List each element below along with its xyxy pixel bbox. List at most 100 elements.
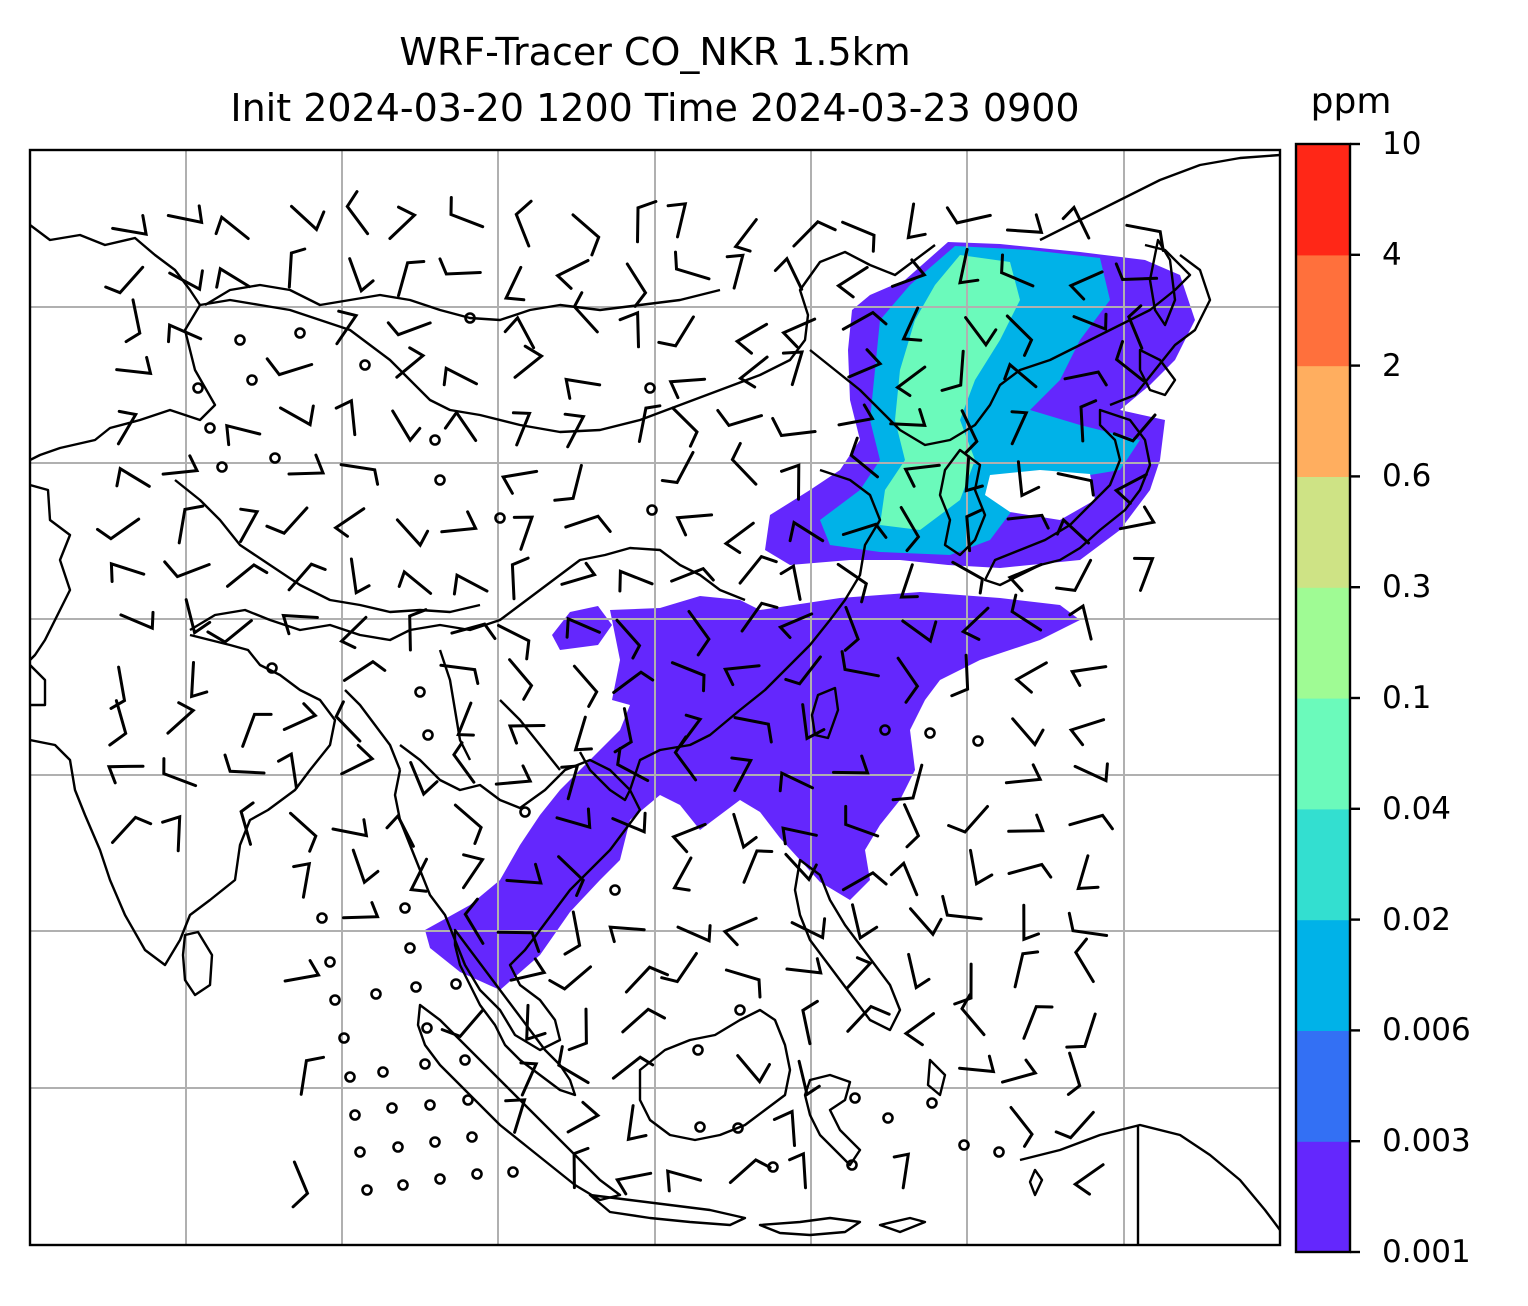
wind-barb <box>1013 950 1040 989</box>
calm-wind-circle <box>434 1173 446 1185</box>
calm-wind-circle <box>767 1161 779 1173</box>
wind-barb <box>453 803 483 845</box>
wind-barb <box>1068 603 1093 641</box>
wind-barb <box>1063 370 1108 387</box>
wind-barb <box>339 463 380 486</box>
wind-barb <box>108 699 128 747</box>
wind-barb <box>947 805 989 834</box>
wind-barb <box>781 317 817 349</box>
calm-wind-circle <box>958 1139 970 1151</box>
wind-barb <box>1069 665 1108 687</box>
coast-japan <box>983 408 1152 587</box>
wind-barb <box>624 965 669 994</box>
wind-barb <box>778 770 814 793</box>
wind-barb <box>671 822 707 854</box>
wind-barb <box>496 930 541 953</box>
wind-barb <box>96 517 141 541</box>
calm-wind-circle <box>924 727 936 739</box>
wind-barb <box>637 404 662 443</box>
wind-barb <box>1133 556 1155 592</box>
coast-srilanka <box>181 930 214 997</box>
wind-barb <box>385 813 415 848</box>
wind-barb <box>894 365 927 397</box>
calm-wind-circle <box>246 374 258 386</box>
wind-barb <box>443 409 478 442</box>
wind-barb <box>734 322 769 355</box>
wind-barb <box>519 1061 539 1097</box>
wind-barb <box>841 870 888 892</box>
wind-barb <box>1067 911 1109 937</box>
wind-barb <box>1114 262 1159 282</box>
wind-barb <box>283 959 321 983</box>
calm-wind-circle <box>459 1054 471 1066</box>
coast-moluccas <box>926 1058 1044 1197</box>
colorbar-tick-label: 0.6 <box>1382 458 1432 495</box>
wind-barb <box>672 856 693 892</box>
lat-lon-gridlines <box>30 150 1280 1245</box>
wind-barb <box>162 757 198 788</box>
calm-wind-circle <box>414 686 426 698</box>
border-myanmar-thailand <box>344 649 561 771</box>
wind-barb <box>206 619 253 644</box>
calm-wind-circle <box>386 1102 398 1114</box>
colorbar-tick-label: 0.04 <box>1382 790 1452 827</box>
wind-barb <box>397 260 426 298</box>
coast-newguinea <box>1019 1123 1280 1245</box>
wind-barb <box>555 807 592 830</box>
wind-barb <box>889 408 927 427</box>
wind-barb <box>564 514 612 533</box>
calm-wind-circle <box>846 1159 858 1171</box>
wind-barb <box>184 598 212 636</box>
wind-barb <box>772 1109 796 1147</box>
coast-malay-peninsula <box>453 928 577 1097</box>
border-tibet <box>174 479 481 614</box>
calm-wind-circle <box>464 312 476 324</box>
wind-barb <box>1054 1110 1095 1140</box>
wind-barb <box>784 852 818 882</box>
calm-wind-circle <box>424 1099 436 1111</box>
calm-wind-circle <box>397 1179 409 1191</box>
wind-barb <box>958 247 980 285</box>
wind-barb <box>1016 460 1041 498</box>
wind-barb <box>960 606 990 641</box>
wind-barb <box>849 436 879 479</box>
wind-barb <box>1079 399 1098 443</box>
calm-wind-circle <box>361 1184 373 1196</box>
wind-barb <box>901 306 923 342</box>
wind-barb <box>115 355 153 376</box>
colorbar-tick-label: 0.02 <box>1382 901 1452 938</box>
wind-barb <box>891 763 924 802</box>
wind-barb <box>166 204 204 225</box>
wind-barb <box>907 952 931 991</box>
wind-barb <box>780 463 801 501</box>
wind-barb <box>779 563 802 601</box>
wind-barb <box>225 423 262 447</box>
wind-barb <box>801 999 819 1046</box>
wind-barb <box>723 521 755 554</box>
coastlines <box>30 153 1280 1245</box>
wind-barb <box>618 569 654 593</box>
calm-wind-circle <box>972 735 984 747</box>
wind-barb <box>106 764 145 785</box>
colorbar-tick-label: 2 <box>1382 347 1402 384</box>
wind-barb <box>670 566 715 583</box>
calm-wind-circle <box>609 884 621 896</box>
wind-barb <box>636 200 658 244</box>
wind-barb <box>674 250 711 281</box>
colorbar-segment <box>1296 144 1350 256</box>
tracer-plume-layer <box>425 242 1195 990</box>
wind-barb <box>1127 304 1144 350</box>
wind-barb <box>608 925 646 944</box>
wind-barb <box>899 506 921 552</box>
wind-barb <box>785 957 823 975</box>
wind-barb <box>287 247 307 289</box>
colorbar-tick-label: 0.1 <box>1382 680 1432 716</box>
tracer-plume-gap <box>985 470 1095 520</box>
wind-barb <box>945 206 992 225</box>
wind-barb <box>797 1059 821 1097</box>
wind-barb <box>111 214 148 237</box>
wind-barb <box>124 298 142 344</box>
wind-barb <box>1066 1051 1082 1096</box>
wind-barb <box>277 751 298 790</box>
wind-barb <box>104 265 145 295</box>
